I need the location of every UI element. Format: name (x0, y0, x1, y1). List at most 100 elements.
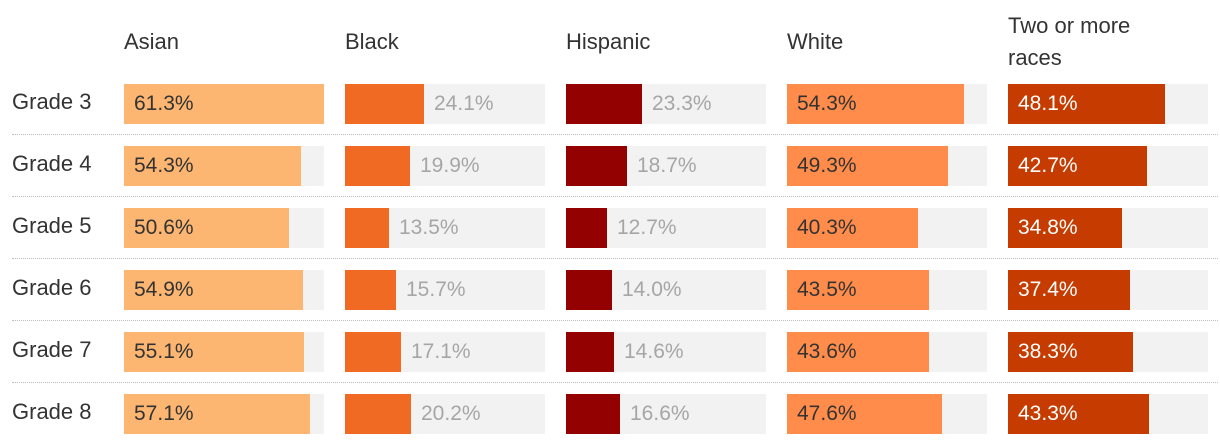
row-label-grade-7: Grade 7 (12, 337, 92, 362)
value-label: 18.7% (637, 154, 697, 177)
value-label: 23.3% (652, 92, 712, 115)
bar-track: 34.8% (1008, 208, 1208, 248)
bar-hispanic-grade-6 (566, 270, 612, 310)
bar-track: 19.9% (345, 146, 545, 186)
row-separator (12, 196, 1218, 197)
bar-track: 42.7% (1008, 146, 1208, 186)
value-label: 61.3% (134, 92, 194, 115)
bar-hispanic-grade-5 (566, 208, 607, 248)
row-label-grade-3: Grade 3 (12, 89, 92, 114)
row-separator (12, 382, 1218, 383)
row-separator (12, 320, 1218, 321)
row-separator (12, 134, 1218, 135)
bar-asian-grade-4 (124, 146, 301, 186)
bar-track: 23.3% (566, 84, 766, 124)
bar-track: 12.7% (566, 208, 766, 248)
bar-track: 15.7% (345, 270, 545, 310)
bar-asian-grade-3 (124, 84, 324, 124)
bar-white-grade-4 (787, 146, 948, 186)
bar-white-grade-6 (787, 270, 929, 310)
bar-track: 48.1% (1008, 84, 1208, 124)
value-label: 42.7% (1018, 154, 1078, 177)
value-label: 17.1% (411, 340, 471, 363)
bar-black-grade-3 (345, 84, 424, 124)
bar-track: 50.6% (124, 208, 324, 248)
bar-black-grade-4 (345, 146, 410, 186)
bar-track: 20.2% (345, 394, 545, 434)
value-label: 54.3% (797, 92, 857, 115)
row-label-grade-5: Grade 5 (12, 213, 92, 238)
row-label-grade-8: Grade 8 (12, 399, 92, 424)
value-label: 47.6% (797, 402, 857, 425)
bar-track: 57.1% (124, 394, 324, 434)
row-label-grade-4: Grade 4 (12, 151, 92, 176)
value-label: 55.1% (134, 340, 194, 363)
bar-asian-grade-6 (124, 270, 303, 310)
bar-track: 47.6% (787, 394, 987, 434)
bar-track: 40.3% (787, 208, 987, 248)
value-label: 13.5% (399, 216, 459, 239)
bar-track: 55.1% (124, 332, 324, 372)
value-label: 54.3% (134, 154, 194, 177)
bar-track: 54.3% (124, 146, 324, 186)
bar-white-grade-3 (787, 84, 964, 124)
bar-track: 24.1% (345, 84, 545, 124)
bar-white-grade-7 (787, 332, 929, 372)
column-header-hispanic: Hispanic (566, 29, 651, 54)
value-label: 50.6% (134, 216, 194, 239)
value-label: 19.9% (420, 154, 480, 177)
value-label: 20.2% (421, 402, 481, 425)
bar-track: 14.0% (566, 270, 766, 310)
bar-two-or-more-races-grade-7 (1008, 332, 1133, 372)
bar-hispanic-grade-7 (566, 332, 614, 372)
value-label: 24.1% (434, 92, 494, 115)
value-label: 57.1% (134, 402, 194, 425)
column-header-two-or-more-races: Two or more races (1008, 13, 1131, 70)
bar-track: 16.6% (566, 394, 766, 434)
bar-track: 61.3% (124, 84, 324, 124)
column-header-asian: Asian (124, 29, 180, 54)
bar-track: 13.5% (345, 208, 545, 248)
column-header-white: White (787, 29, 844, 54)
bar-two-or-more-races-grade-8 (1008, 394, 1149, 434)
bar-track: 54.9% (124, 270, 324, 310)
bar-track: 17.1% (345, 332, 545, 372)
value-label: 43.5% (797, 278, 857, 301)
value-label: 16.6% (630, 402, 690, 425)
bar-asian-grade-5 (124, 208, 289, 248)
value-label: 40.3% (797, 216, 857, 239)
bar-track: 43.6% (787, 332, 987, 372)
row-label-grade-6: Grade 6 (12, 275, 92, 300)
value-label: 34.8% (1018, 216, 1078, 239)
bar-track: 14.6% (566, 332, 766, 372)
bar-white-grade-8 (787, 394, 942, 434)
bar-hispanic-grade-4 (566, 146, 627, 186)
bar-two-or-more-races-grade-4 (1008, 146, 1147, 186)
bar-track: 37.4% (1008, 270, 1208, 310)
value-label: 54.9% (134, 278, 194, 301)
value-label: 43.3% (1018, 402, 1078, 425)
bar-asian-grade-8 (124, 394, 310, 434)
bar-track: 49.3% (787, 146, 987, 186)
bar-hispanic-grade-3 (566, 84, 642, 124)
bar-track: 43.3% (1008, 394, 1208, 434)
row-separator (12, 258, 1218, 259)
value-label: 37.4% (1018, 278, 1078, 301)
bar-track: 18.7% (566, 146, 766, 186)
bar-two-or-more-races-grade-6 (1008, 270, 1130, 310)
bar-track: 43.5% (787, 270, 987, 310)
bar-black-grade-8 (345, 394, 411, 434)
value-label: 14.6% (624, 340, 684, 363)
bar-white-grade-5 (787, 208, 918, 248)
value-label: 38.3% (1018, 340, 1078, 363)
bar-two-or-more-races-grade-3 (1008, 84, 1165, 124)
bar-asian-grade-7 (124, 332, 304, 372)
bar-black-grade-6 (345, 270, 396, 310)
value-label: 48.1% (1018, 92, 1078, 115)
bar-black-grade-7 (345, 332, 401, 372)
bar-track: 38.3% (1008, 332, 1208, 372)
value-label: 14.0% (622, 278, 682, 301)
bar-track: 54.3% (787, 84, 987, 124)
bar-two-or-more-races-grade-5 (1008, 208, 1122, 248)
